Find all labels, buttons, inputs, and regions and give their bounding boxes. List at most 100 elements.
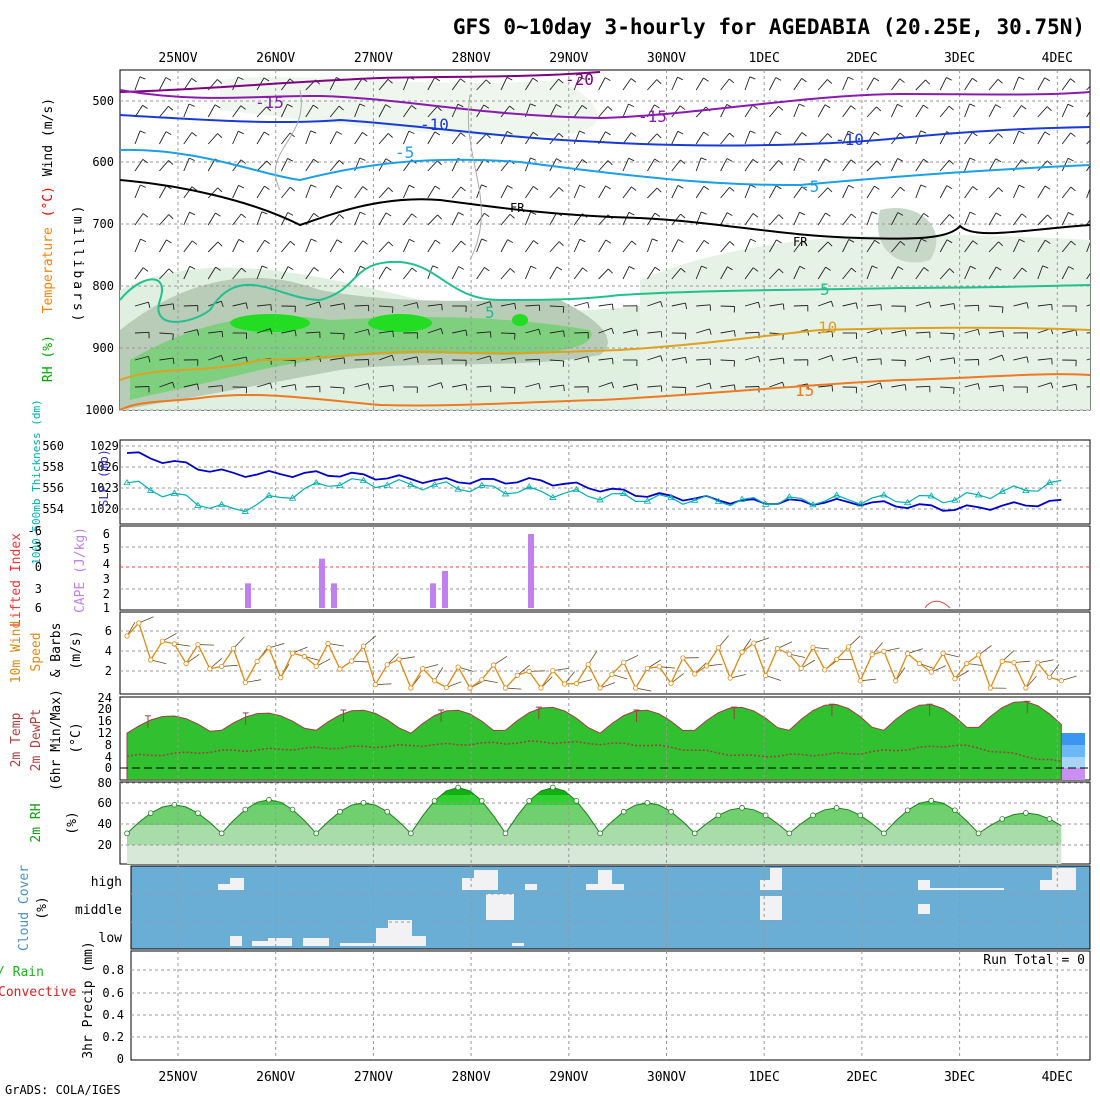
wind-barbs bbox=[134, 76, 1097, 394]
wind-barb-flag bbox=[587, 302, 590, 309]
temp2m-grid bbox=[177, 697, 1058, 780]
wind-barb bbox=[647, 385, 662, 388]
wind-barb-flag bbox=[685, 303, 688, 310]
wind-barb-flag bbox=[628, 211, 635, 216]
wind-barb bbox=[940, 386, 955, 389]
wind-barb bbox=[549, 330, 564, 334]
wind-barb bbox=[1013, 267, 1023, 280]
wind-barb-flag bbox=[385, 158, 392, 163]
wind-barb-flag bbox=[827, 79, 833, 84]
thickness-marker bbox=[643, 497, 652, 504]
wind-barb-flag bbox=[1091, 185, 1097, 187]
wind-barb bbox=[988, 212, 997, 226]
wind-barb-flag bbox=[677, 185, 684, 189]
contour-label: 10 bbox=[818, 318, 837, 337]
wind-speed-point bbox=[1046, 674, 1053, 680]
wind-barb-flag bbox=[465, 330, 468, 337]
rh2m-ticks: 80 60 40 20 bbox=[98, 776, 112, 852]
wind-barb bbox=[964, 132, 973, 145]
wind-barb-flag bbox=[850, 159, 856, 164]
thickness-line bbox=[123, 476, 1062, 514]
contour-label: 5 bbox=[820, 280, 830, 299]
wind-barb bbox=[915, 238, 922, 253]
rh-point bbox=[573, 798, 580, 804]
thickness-marker bbox=[880, 491, 888, 498]
wind10m-barb bbox=[529, 670, 546, 672]
wind-barb bbox=[525, 77, 534, 91]
wind-barb-flag bbox=[801, 132, 807, 137]
wind-barb bbox=[720, 212, 728, 226]
wind-barb bbox=[817, 133, 828, 145]
wind-barb-flag bbox=[532, 77, 539, 82]
wind-barb bbox=[915, 213, 925, 226]
wind-barb-flag bbox=[778, 160, 784, 165]
rh-point bbox=[810, 812, 816, 819]
wind10m-barb bbox=[481, 679, 498, 683]
upper-air-ylabel: RH (%) Temperature (°C) Wind (m/s) bbox=[41, 98, 56, 382]
wind-barb bbox=[403, 356, 418, 361]
wind-barb-flag bbox=[287, 212, 294, 216]
wind-barb-flag bbox=[848, 239, 855, 243]
wind-barb-flag bbox=[507, 239, 514, 244]
wind-barb-flag bbox=[530, 157, 537, 161]
wind-barb bbox=[207, 241, 219, 253]
precip-frame bbox=[130, 950, 1091, 1061]
wind-barb-flag bbox=[897, 158, 904, 162]
wind10m-barb bbox=[647, 659, 662, 669]
wind-barb-flag bbox=[876, 106, 882, 112]
wind-speed-point bbox=[325, 640, 331, 647]
wind-barb-flag bbox=[611, 328, 615, 335]
wind-barb bbox=[378, 305, 393, 308]
temp-minmax-markers bbox=[145, 700, 1031, 728]
wind-barb bbox=[744, 130, 751, 145]
cape-bar bbox=[430, 583, 436, 608]
wind-barb bbox=[305, 301, 320, 307]
wind-barb bbox=[427, 214, 438, 226]
wind-barb bbox=[207, 133, 218, 145]
wind-barb bbox=[793, 212, 800, 226]
wind-barb bbox=[134, 355, 149, 361]
wind-barb bbox=[768, 77, 777, 91]
wind-speed-point bbox=[999, 658, 1005, 664]
day-label: 25NOV bbox=[158, 51, 197, 66]
wind-barb bbox=[159, 160, 169, 172]
tick-label: 8 bbox=[105, 738, 112, 752]
wind-barb-flag bbox=[264, 185, 270, 190]
wind-barb bbox=[573, 267, 583, 280]
wind-barb bbox=[671, 267, 682, 280]
wind-speed-point bbox=[680, 655, 686, 661]
wind-barb-flag bbox=[290, 240, 296, 246]
precip-label-b: Convective bbox=[0, 985, 76, 1000]
wind-barb-flag bbox=[514, 303, 517, 310]
wind-barb bbox=[598, 160, 609, 172]
run-total-label: Run Total = 0 bbox=[983, 953, 1085, 968]
wind-barb bbox=[1037, 131, 1046, 145]
wind-barb-flag bbox=[148, 302, 151, 309]
wind-barb bbox=[817, 158, 826, 172]
wind-speed-point bbox=[195, 641, 201, 648]
wind-barb bbox=[378, 330, 393, 334]
wind-barb bbox=[476, 133, 487, 145]
rh-point bbox=[668, 808, 674, 815]
wind-barb-flag bbox=[392, 331, 394, 338]
wind-barb-flag bbox=[388, 241, 394, 247]
wind10m-barb bbox=[919, 663, 935, 670]
thickness-axis-label: 1000-500mb Thickness (dm) bbox=[30, 399, 43, 565]
wind-speed-point bbox=[869, 651, 875, 658]
wind-barb-flag bbox=[289, 186, 296, 192]
wind-barb-flag bbox=[799, 157, 805, 162]
top-day-labels: 25NOV 26NOV 27NOV 28NOV 29NOV 30NOV 1DEC 2DEC 3D… bbox=[158, 51, 1073, 66]
slp-frame bbox=[119, 439, 1091, 525]
wind-barb bbox=[256, 131, 265, 145]
wind-speed-point bbox=[148, 657, 154, 663]
wind-barb bbox=[134, 130, 141, 145]
wind-barb bbox=[159, 303, 174, 307]
wind-barb bbox=[183, 212, 190, 226]
wind-barb bbox=[208, 355, 222, 361]
wind-barb-flag bbox=[343, 357, 346, 364]
wind-barb bbox=[866, 131, 875, 145]
wind-barb-flag bbox=[432, 265, 439, 269]
wind-barb-flag bbox=[388, 187, 394, 193]
wind-barb bbox=[915, 331, 930, 334]
wind-barb-flag bbox=[897, 103, 903, 108]
